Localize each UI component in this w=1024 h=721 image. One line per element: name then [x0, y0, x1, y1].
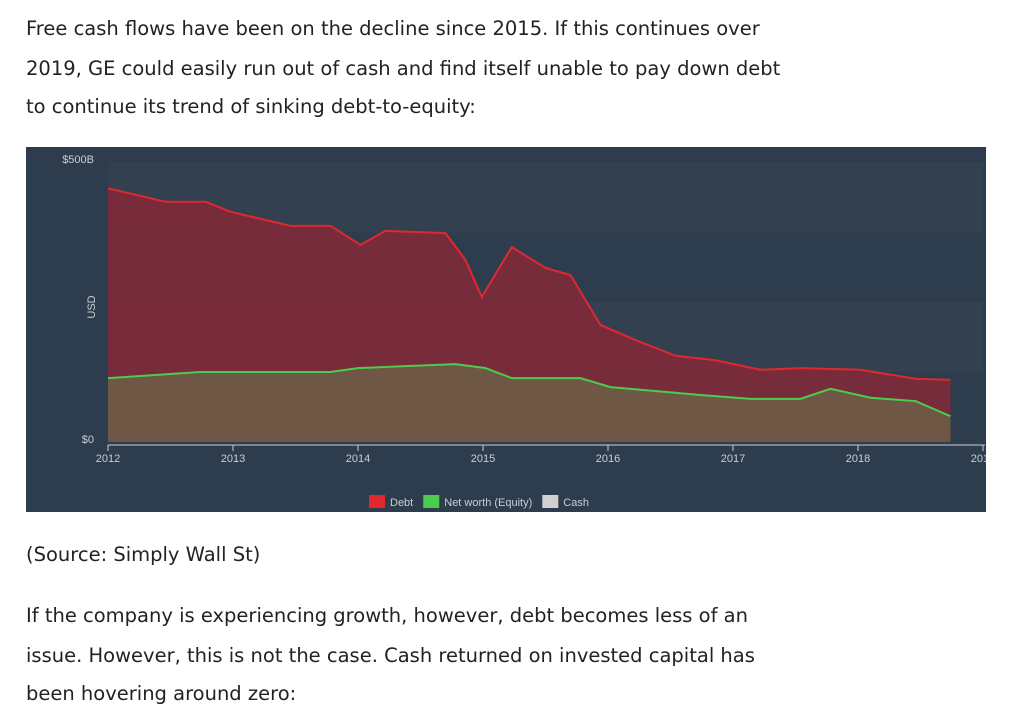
source: (Source: Simply Wall St): [26, 543, 261, 566]
legend-swatch: [542, 495, 559, 508]
x-tick-label: 2013: [221, 453, 245, 465]
x-tick-label: 2017: [721, 453, 745, 465]
line: [107, 187, 951, 381]
text-line: Free cash flows have been on the decline…: [26, 17, 760, 40]
x-tick-label: 2018: [846, 453, 870, 465]
legend-label: Debt: [390, 497, 413, 509]
text-line: 2019, GE could easily run out of cash an…: [26, 57, 781, 80]
text-line: been hovering around zero:: [26, 682, 297, 705]
chart: $0 $500B USD 2012 2013 2014 2015 2016 2017 2018 20…: [26, 147, 986, 512]
x-tick-label: 2014: [346, 453, 370, 465]
legend-label: Net worth (Equity): [444, 497, 532, 509]
y-axis-label: USD: [86, 295, 98, 318]
legend-swatch: [369, 495, 385, 508]
text-line: issue. However, this is not the case. Ca…: [26, 644, 755, 667]
text-line: to continue its trend of sinking debt-to…: [26, 95, 476, 118]
legend-label: Cash: [563, 497, 589, 509]
y-tick-label: $500B: [62, 154, 94, 166]
area: [108, 364, 951, 442]
y-tick-label: $0: [82, 434, 94, 446]
text-line: If the company is experiencing growth, h…: [26, 604, 748, 627]
legend-swatch: [423, 495, 440, 508]
line: [107, 363, 951, 418]
x-tick-label: 2015: [471, 453, 495, 465]
x-tick-label: 2016: [596, 453, 620, 465]
x-tick-label: 2012: [96, 453, 120, 465]
x-tick-label: 2019: [971, 453, 986, 465]
